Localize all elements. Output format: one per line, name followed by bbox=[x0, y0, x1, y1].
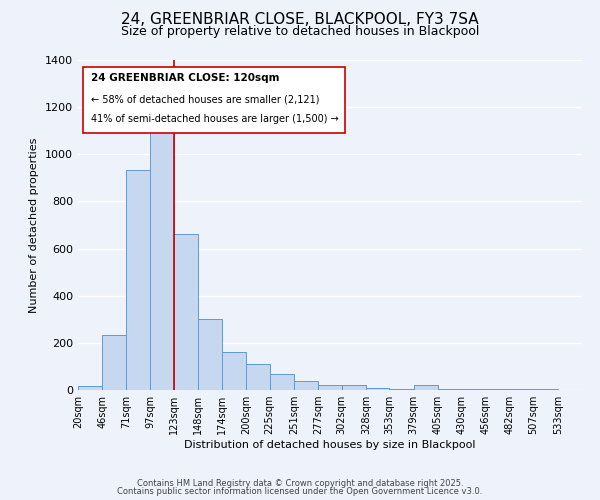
Y-axis label: Number of detached properties: Number of detached properties bbox=[29, 138, 40, 312]
Bar bbox=[461, 389, 485, 390]
Text: 24, GREENBRIAR CLOSE, BLACKPOOL, FY3 7SA: 24, GREENBRIAR CLOSE, BLACKPOOL, FY3 7SA bbox=[121, 12, 479, 28]
Bar bbox=[319, 386, 341, 390]
Bar bbox=[533, 389, 557, 390]
Text: Contains public sector information licensed under the Open Government Licence v3: Contains public sector information licen… bbox=[118, 487, 482, 496]
Text: Contains HM Land Registry data © Crown copyright and database right 2025.: Contains HM Land Registry data © Crown c… bbox=[137, 478, 463, 488]
Text: 41% of semi-detached houses are larger (1,500) →: 41% of semi-detached houses are larger (… bbox=[91, 114, 338, 124]
Text: 24 GREENBRIAR CLOSE: 120sqm: 24 GREENBRIAR CLOSE: 120sqm bbox=[91, 73, 279, 83]
Text: ← 58% of detached houses are smaller (2,121): ← 58% of detached houses are smaller (2,… bbox=[91, 94, 319, 104]
Bar bbox=[485, 389, 510, 390]
FancyBboxPatch shape bbox=[83, 66, 345, 132]
Bar bbox=[510, 389, 533, 390]
Bar bbox=[197, 320, 222, 390]
Bar bbox=[175, 234, 197, 390]
Bar bbox=[294, 380, 319, 390]
Bar bbox=[366, 388, 389, 390]
Bar bbox=[389, 389, 413, 390]
Bar bbox=[78, 386, 103, 390]
Bar bbox=[103, 334, 125, 390]
Bar bbox=[269, 374, 294, 390]
Bar bbox=[247, 364, 269, 390]
Bar bbox=[222, 352, 247, 390]
Text: Size of property relative to detached houses in Blackpool: Size of property relative to detached ho… bbox=[121, 25, 479, 38]
Bar bbox=[150, 127, 175, 390]
Bar bbox=[438, 389, 461, 390]
Bar bbox=[413, 386, 438, 390]
Bar bbox=[125, 170, 150, 390]
Bar bbox=[341, 386, 366, 390]
X-axis label: Distribution of detached houses by size in Blackpool: Distribution of detached houses by size … bbox=[184, 440, 476, 450]
